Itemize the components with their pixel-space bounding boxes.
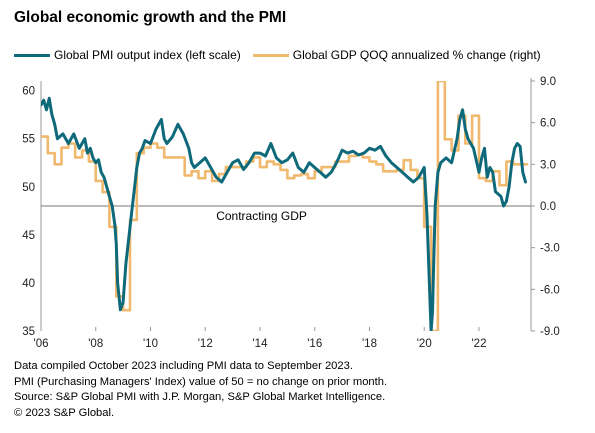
x-axis-tick-label: '18: [362, 338, 377, 350]
legend-label-gdp: Global GDP QOQ annualized % change (righ…: [292, 48, 541, 62]
legend-swatch-pmi: [14, 53, 50, 57]
legend-swatch-gdp: [252, 53, 289, 57]
x-axis-tick-label: '16: [307, 338, 322, 350]
right-axis-tick-label: 9.0: [540, 76, 556, 88]
note-line: © 2023 S&P Global.: [14, 406, 115, 419]
left-axis-tick-label: 55: [22, 134, 35, 146]
right-axis-tick-label: 3.0: [540, 159, 556, 171]
notes: Data compiled October 2023 including PMI…: [14, 359, 387, 421]
x-axis-tick-label: '06: [34, 338, 49, 350]
left-axis-tick-label: 35: [22, 326, 35, 338]
left-axis-tick-label: 40: [22, 278, 35, 290]
contracting-gdp-annotation: Contracting GDP: [216, 209, 307, 223]
x-axis-tick-label: '10: [143, 338, 158, 350]
legend-label-pmi: Global PMI output index (left scale): [54, 48, 241, 62]
x-axis-tick-label: '20: [417, 338, 432, 350]
x-axis-tick-label: '14: [252, 338, 268, 350]
right-axis-tick-label: -9.0: [540, 326, 560, 338]
legend-item-pmi: Global PMI output index (left scale): [14, 48, 241, 62]
legend: Global PMI output index (left scale) Glo…: [14, 48, 553, 62]
legend-item-gdp: Global GDP QOQ annualized % change (righ…: [252, 48, 541, 62]
right-axis-tick-label: -6.0: [540, 284, 560, 296]
x-axis-tick-label: '12: [198, 338, 213, 350]
x-axis-tick-label: '08: [88, 338, 103, 350]
left-axis-tick-label: 50: [22, 182, 35, 194]
pmi-series-line: [41, 96, 527, 331]
x-axis-tick-label: '22: [471, 338, 486, 350]
note-line: Source: S&P Global PMI with J.P. Morgan,…: [14, 391, 386, 403]
note-line: Data compiled October 2023 including PMI…: [14, 360, 353, 372]
chart-plot: 35 40 45 50 55 60 -9.0 -6.0 -3.0 0.0 3.0 6.0 9.0 '06 '…: [22, 76, 560, 350]
gdp-series-line: [41, 81, 529, 331]
right-axis-tick-label: 6.0: [540, 118, 556, 130]
left-axis-tick-label: 60: [22, 86, 35, 98]
note-line: PMI (Purchasing Managers' Index) value o…: [14, 375, 388, 388]
left-axis-tick-label: 45: [22, 230, 35, 242]
right-axis-tick-label: 0.0: [540, 201, 556, 213]
right-axis-tick-label: -3.0: [540, 243, 560, 255]
chart-title: Global economic growth and the PMI: [14, 9, 287, 26]
